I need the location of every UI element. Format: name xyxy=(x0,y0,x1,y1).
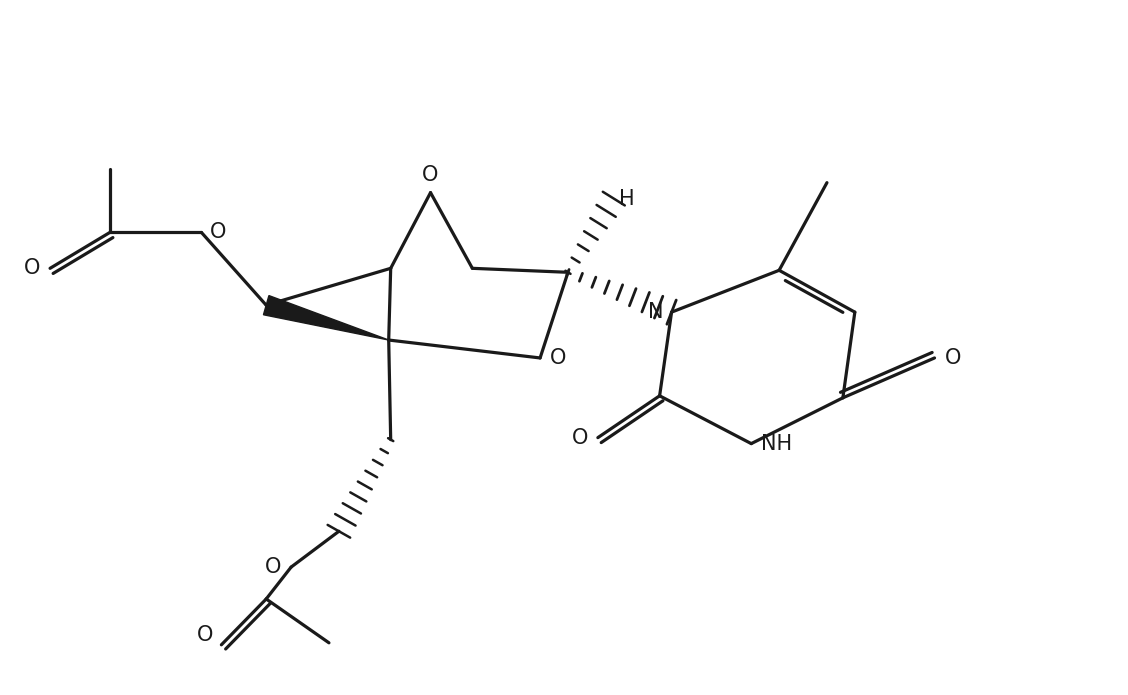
Text: O: O xyxy=(944,348,961,368)
Text: O: O xyxy=(550,348,566,368)
Text: N: N xyxy=(649,302,663,322)
Text: O: O xyxy=(197,625,213,645)
Text: NH: NH xyxy=(761,434,792,454)
Polygon shape xyxy=(264,295,389,340)
Text: O: O xyxy=(265,557,281,577)
Text: O: O xyxy=(210,222,226,243)
Text: O: O xyxy=(24,259,41,278)
Text: H: H xyxy=(619,188,634,208)
Text: O: O xyxy=(572,427,588,448)
Text: O: O xyxy=(422,165,439,185)
